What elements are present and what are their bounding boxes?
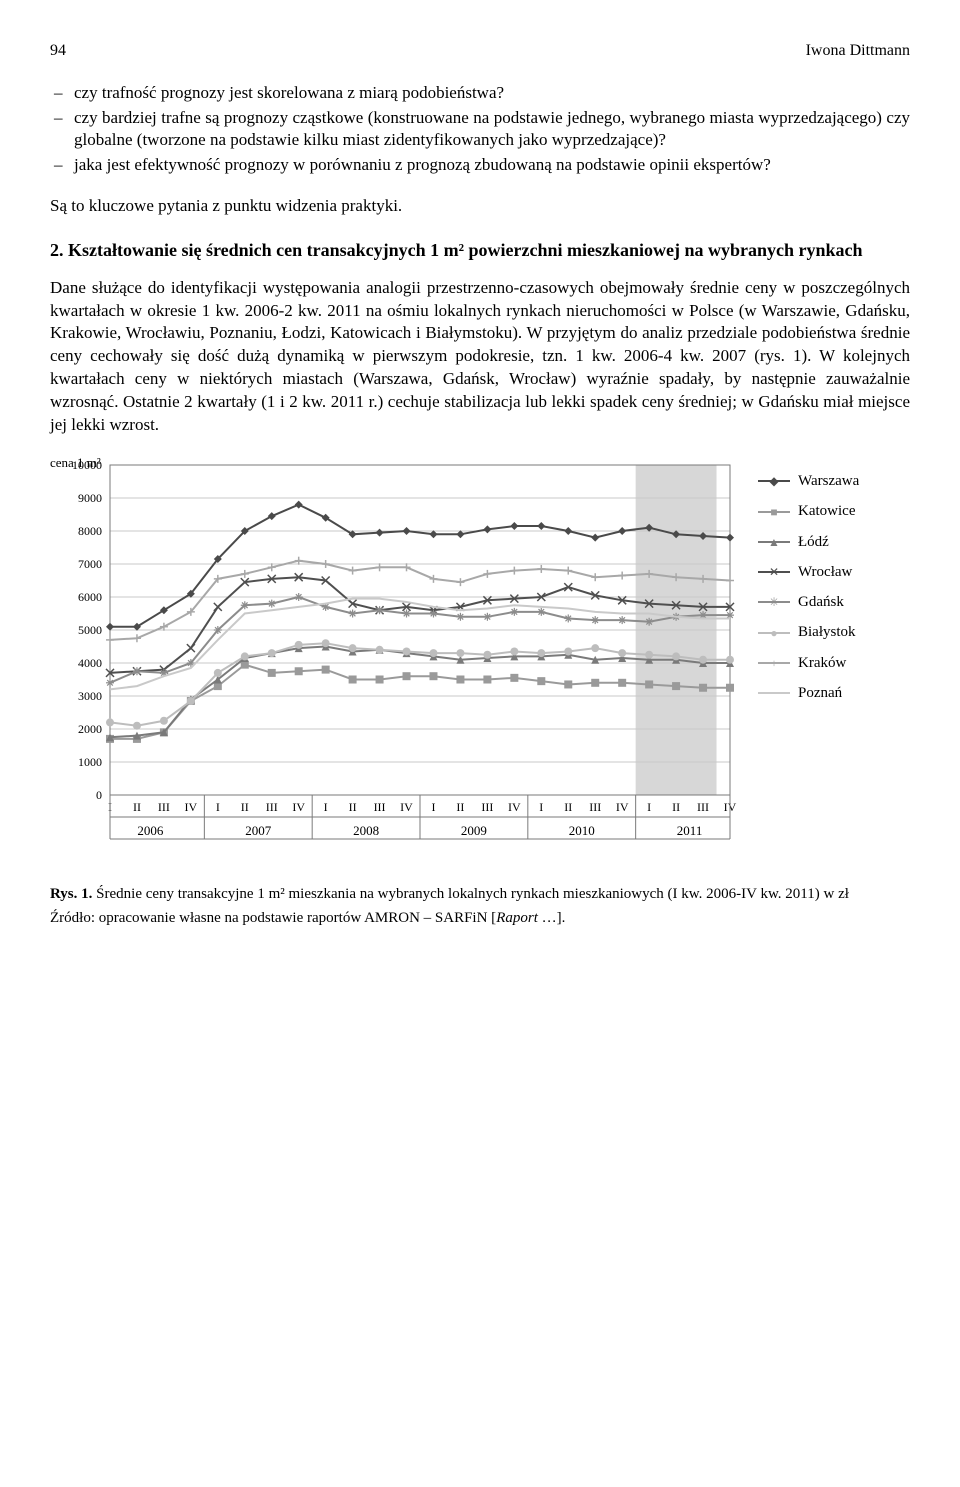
- legend-label: Gdańsk: [798, 592, 844, 612]
- legend-swatch: ◆: [758, 475, 790, 487]
- legend-swatch: ✳: [758, 596, 790, 608]
- legend-item: ▲ Łódź: [758, 532, 859, 552]
- line-chart: cena 1 m²0100020003000400050006000700080…: [50, 455, 740, 862]
- chart-legend: ◆ Warszawa ■ Katowice ▲ Łódź ✕ Wrocław ✳ Gdańsk ● B…: [758, 455, 859, 713]
- question-list: czy trafność prognozy jest skorelowana z…: [50, 82, 910, 178]
- legend-label: Poznań: [798, 683, 842, 703]
- svg-text:IV: IV: [508, 800, 521, 814]
- legend-label: Warszawa: [798, 471, 859, 491]
- figure-label: Rys. 1.: [50, 886, 92, 902]
- svg-text:6000: 6000: [78, 590, 102, 604]
- figure-1: cena 1 m²0100020003000400050006000700080…: [50, 455, 910, 862]
- svg-text:10000: 10000: [72, 458, 102, 472]
- svg-text:9000: 9000: [78, 491, 102, 505]
- svg-text:III: III: [589, 800, 601, 814]
- legend-swatch: ■: [758, 506, 790, 518]
- svg-text:2007: 2007: [245, 823, 272, 838]
- legend-label: Kraków: [798, 653, 846, 673]
- page-header: 94 Iwona Dittmann: [50, 40, 910, 62]
- legend-swatch: +: [758, 657, 790, 669]
- section-heading: 2. Kształtowanie się średnich cen transa…: [50, 238, 910, 262]
- figure-caption: Rys. 1. Rys. 1. Średnie ceny transakcyjn…: [50, 884, 910, 904]
- page-number: 94: [50, 40, 66, 62]
- svg-text:2000: 2000: [78, 722, 102, 736]
- legend-swatch: ●: [758, 627, 790, 639]
- legend-label: Wrocław: [798, 562, 852, 582]
- legend-item: ✕ Wrocław: [758, 562, 859, 582]
- svg-text:2010: 2010: [569, 823, 595, 838]
- svg-text:IV: IV: [616, 800, 629, 814]
- bullet-item: czy trafność prognozy jest skorelowana z…: [74, 82, 910, 105]
- legend-swatch: ▲: [758, 536, 790, 548]
- svg-text:IV: IV: [292, 800, 305, 814]
- legend-item: Poznań: [758, 683, 859, 703]
- legend-item: ■ Katowice: [758, 501, 859, 521]
- svg-text:IV: IV: [185, 800, 198, 814]
- svg-text:I: I: [216, 800, 220, 814]
- svg-text:0: 0: [96, 788, 102, 802]
- svg-text:2008: 2008: [353, 823, 379, 838]
- svg-text:I: I: [324, 800, 328, 814]
- svg-text:III: III: [158, 800, 170, 814]
- svg-text:III: III: [697, 800, 709, 814]
- svg-text:1000: 1000: [78, 755, 102, 769]
- figure-source: Źródło: opracowanie własne na podstawie …: [50, 908, 910, 928]
- svg-text:7000: 7000: [78, 557, 102, 571]
- svg-text:5000: 5000: [78, 623, 102, 637]
- svg-text:IV: IV: [400, 800, 413, 814]
- legend-label: Łódź: [798, 532, 829, 552]
- legend-swatch: ✕: [758, 566, 790, 578]
- svg-text:II: II: [672, 800, 680, 814]
- svg-text:8000: 8000: [78, 524, 102, 538]
- legend-item: ● Białystok: [758, 622, 859, 642]
- closing-sentence: Są to kluczowe pytania z punktu widzenia…: [50, 195, 910, 218]
- legend-item: ◆ Warszawa: [758, 471, 859, 491]
- svg-text:III: III: [481, 800, 493, 814]
- svg-text:I: I: [431, 800, 435, 814]
- chart-svg: cena 1 m²0100020003000400050006000700080…: [50, 455, 740, 855]
- legend-swatch: [758, 687, 790, 699]
- author-name: Iwona Dittmann: [806, 40, 910, 62]
- svg-text:III: III: [266, 800, 278, 814]
- legend-label: Białystok: [798, 622, 856, 642]
- legend-item: ✳ Gdańsk: [758, 592, 859, 612]
- svg-text:2006: 2006: [137, 823, 164, 838]
- bullet-item: czy bardziej trafne są prognozy cząstkow…: [74, 107, 910, 153]
- legend-item: + Kraków: [758, 653, 859, 673]
- svg-text:II: II: [349, 800, 357, 814]
- svg-text:III: III: [374, 800, 386, 814]
- body-paragraph: Dane służące do identyfikacji występowan…: [50, 277, 910, 438]
- svg-text:II: II: [456, 800, 464, 814]
- svg-text:I: I: [539, 800, 543, 814]
- figure-caption-rest: Średnie ceny transakcyjne 1 m² mieszkani…: [96, 886, 849, 902]
- svg-text:II: II: [564, 800, 572, 814]
- bullet-item: jaka jest efektywność prognozy w porówna…: [74, 154, 910, 177]
- svg-text:3000: 3000: [78, 689, 102, 703]
- svg-text:I: I: [647, 800, 651, 814]
- svg-text:4000: 4000: [78, 656, 102, 670]
- svg-text:2011: 2011: [677, 823, 703, 838]
- legend-label: Katowice: [798, 501, 855, 521]
- svg-text:II: II: [241, 800, 249, 814]
- svg-text:2009: 2009: [461, 823, 487, 838]
- svg-text:II: II: [133, 800, 141, 814]
